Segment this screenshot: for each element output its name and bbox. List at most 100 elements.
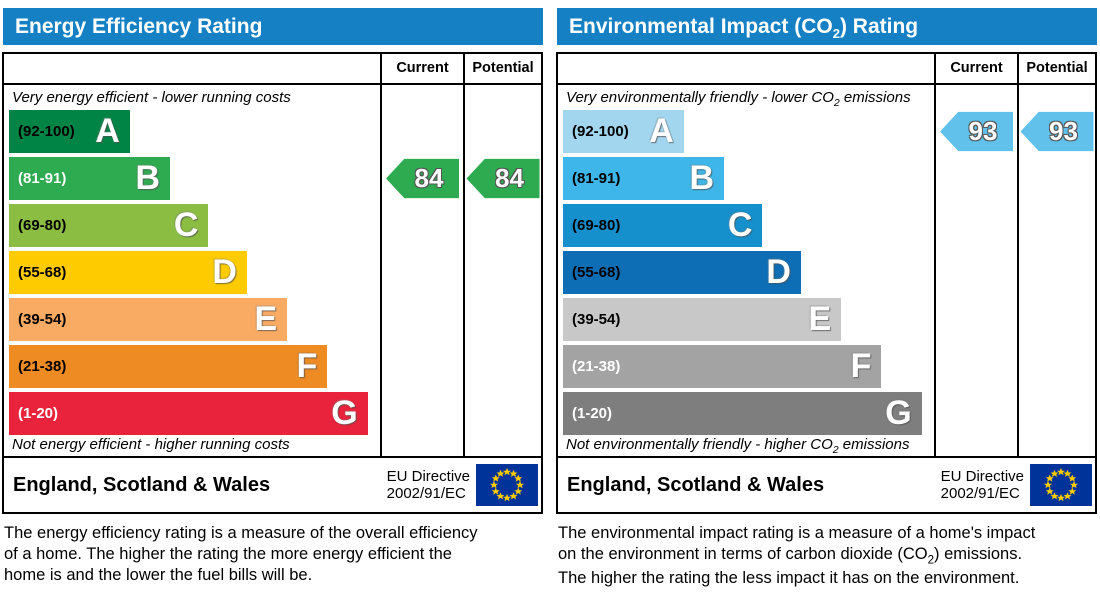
band-range-label: (55-68): [572, 264, 621, 281]
band-letter: C: [727, 206, 753, 244]
band-row-b: (81-91) B: [563, 157, 929, 204]
band-bar-g: (1-20) G: [563, 392, 922, 435]
energy-current-value: 84: [414, 163, 444, 193]
band-bar-a: (92-100) A: [9, 110, 130, 153]
energy-band-chart: Very energy efficient - lower running co…: [4, 85, 380, 456]
environmental-eu-directive: EU Directive 2002/91/EC: [941, 468, 1024, 503]
band-letter: F: [850, 347, 872, 385]
environmental-footer: England, Scotland & Wales EU Directive 2…: [558, 458, 1095, 512]
environmental-panel-title: Environmental Impact (CO2) Rating: [557, 8, 1097, 45]
energy-top-note: Very energy efficient - lower running co…: [12, 89, 291, 106]
environmental-current-arrow: 93: [940, 111, 1013, 152]
note-subscript: 2: [832, 444, 839, 456]
energy-bands: (92-100) A (81-91) B: [9, 110, 375, 435]
energy-rating-table: Current Potential Very energy efficient …: [2, 52, 543, 514]
note-text: emissions: [838, 436, 910, 453]
band-range-label: (1-20): [572, 405, 613, 422]
band-row-g: (1-20) G: [563, 392, 929, 439]
energy-potential-column-header: Potential: [463, 54, 541, 83]
energy-efficiency-panel: Energy Efficiency Rating Current Potenti…: [2, 2, 543, 588]
eu-directive-line2: 2002/91/EC: [940, 485, 1020, 502]
energy-region-label: England, Scotland & Wales: [13, 473, 271, 496]
note-text: Not environmentally friendly - higher CO: [566, 436, 833, 453]
rating-panels: Energy Efficiency Rating Current Potenti…: [2, 2, 1098, 588]
band-letter: E: [254, 300, 278, 338]
energy-bottom-note: Not energy efficient - higher running co…: [12, 436, 290, 453]
band-range-label: (1-20): [18, 405, 59, 422]
band-range-label: (39-54): [572, 311, 621, 328]
band-row-d: (55-68) D: [563, 251, 929, 298]
band-row-f: (21-38) F: [9, 345, 375, 392]
band-bar-e: (39-54) E: [563, 298, 842, 341]
environmental-column-header-spacer: [558, 54, 934, 83]
note-text: Very environmentally friendly - lower CO: [566, 89, 834, 106]
band-row-d: (55-68) D: [9, 251, 375, 298]
band-letter: A: [95, 112, 120, 150]
energy-footer: England, Scotland & Wales EU Directive 2…: [4, 458, 541, 512]
band-bar-a: (92-100) A: [563, 110, 684, 153]
energy-column-header-spacer: [4, 54, 380, 83]
band-bar-f: (21-38) F: [563, 345, 882, 388]
environmental-bottom-note: Not environmentally friendly - higher CO…: [563, 435, 929, 456]
energy-potential-cell: 84: [463, 85, 541, 456]
band-bar-g: (1-20) G: [9, 392, 368, 435]
environmental-description: The environmental impact rating is a mea…: [558, 523, 1036, 588]
environmental-potential-column-header: Potential: [1017, 54, 1095, 83]
band-bar-f: (21-38) F: [9, 345, 328, 388]
band-letter: B: [135, 159, 161, 197]
title-subscript: 2: [832, 26, 840, 42]
band-range-label: (39-54): [18, 311, 67, 328]
description-subscript: 2: [927, 554, 935, 567]
band-bar-d: (55-68) D: [9, 251, 247, 294]
eu-flag-icon: [1030, 464, 1092, 506]
energy-potential-arrow: 84: [466, 158, 540, 199]
environmental-chart-body: Very environmentally friendly - lower CO…: [558, 85, 1095, 458]
band-range-label: (55-68): [18, 264, 67, 281]
energy-eu-directive: EU Directive 2002/91/EC: [387, 468, 470, 503]
environmental-current-value: 93: [968, 116, 998, 146]
environmental-column-header-row: Current Potential: [558, 54, 1095, 85]
band-row-e: (39-54) E: [563, 298, 929, 345]
band-range-label: (69-80): [18, 217, 67, 234]
band-range-label: (92-100): [18, 123, 75, 140]
title-text: ) Rating: [839, 15, 919, 38]
band-range-label: (81-91): [18, 170, 67, 187]
band-row-f: (21-38) F: [563, 345, 929, 392]
environmental-current-cell: 93: [934, 85, 1017, 456]
band-row-a: (92-100) A: [563, 110, 929, 157]
environmental-potential-value: 93: [1049, 116, 1078, 146]
band-range-label: (21-38): [572, 358, 621, 375]
band-row-g: (1-20) G: [9, 392, 375, 439]
band-letter: B: [689, 159, 715, 197]
band-range-label: (92-100): [572, 123, 629, 140]
energy-potential-value: 84: [495, 163, 524, 193]
band-range-label: (69-80): [572, 217, 621, 234]
energy-column-header-row: Current Potential: [4, 54, 541, 85]
note-text: emissions: [839, 89, 911, 106]
energy-current-column-header: Current: [380, 54, 463, 83]
band-bar-b: (81-91) B: [563, 157, 725, 200]
description-text: The environmental impact rating is a mea…: [558, 524, 1036, 563]
environmental-region-label: England, Scotland & Wales: [567, 473, 825, 496]
band-range-label: (21-38): [18, 358, 67, 375]
title-text: Environmental Impact (CO: [569, 15, 833, 38]
band-letter: D: [766, 253, 791, 291]
environmental-current-column-header: Current: [934, 54, 1017, 83]
environmental-rating-table: Current Potential Very environmentally f…: [556, 52, 1097, 514]
environmental-impact-panel: Environmental Impact (CO2) Rating Curren…: [556, 2, 1097, 588]
band-range-label: (81-91): [572, 170, 621, 187]
note-subscript: 2: [833, 97, 840, 109]
environmental-top-note: Very environmentally friendly - lower CO…: [563, 88, 929, 110]
energy-current-arrow: 84: [386, 158, 459, 199]
band-row-a: (92-100) A: [9, 110, 375, 157]
band-letter: G: [331, 394, 358, 432]
energy-description: The energy efficiency rating is a measur…: [4, 524, 478, 584]
band-bar-d: (55-68) D: [563, 251, 801, 294]
band-bar-c: (69-80) C: [9, 204, 209, 247]
band-row-e: (39-54) E: [9, 298, 375, 345]
band-bar-e: (39-54) E: [9, 298, 288, 341]
band-row-b: (81-91) B: [9, 157, 375, 204]
band-row-c: (69-80) C: [9, 204, 375, 251]
band-bar-b: (81-91) B: [9, 157, 171, 200]
